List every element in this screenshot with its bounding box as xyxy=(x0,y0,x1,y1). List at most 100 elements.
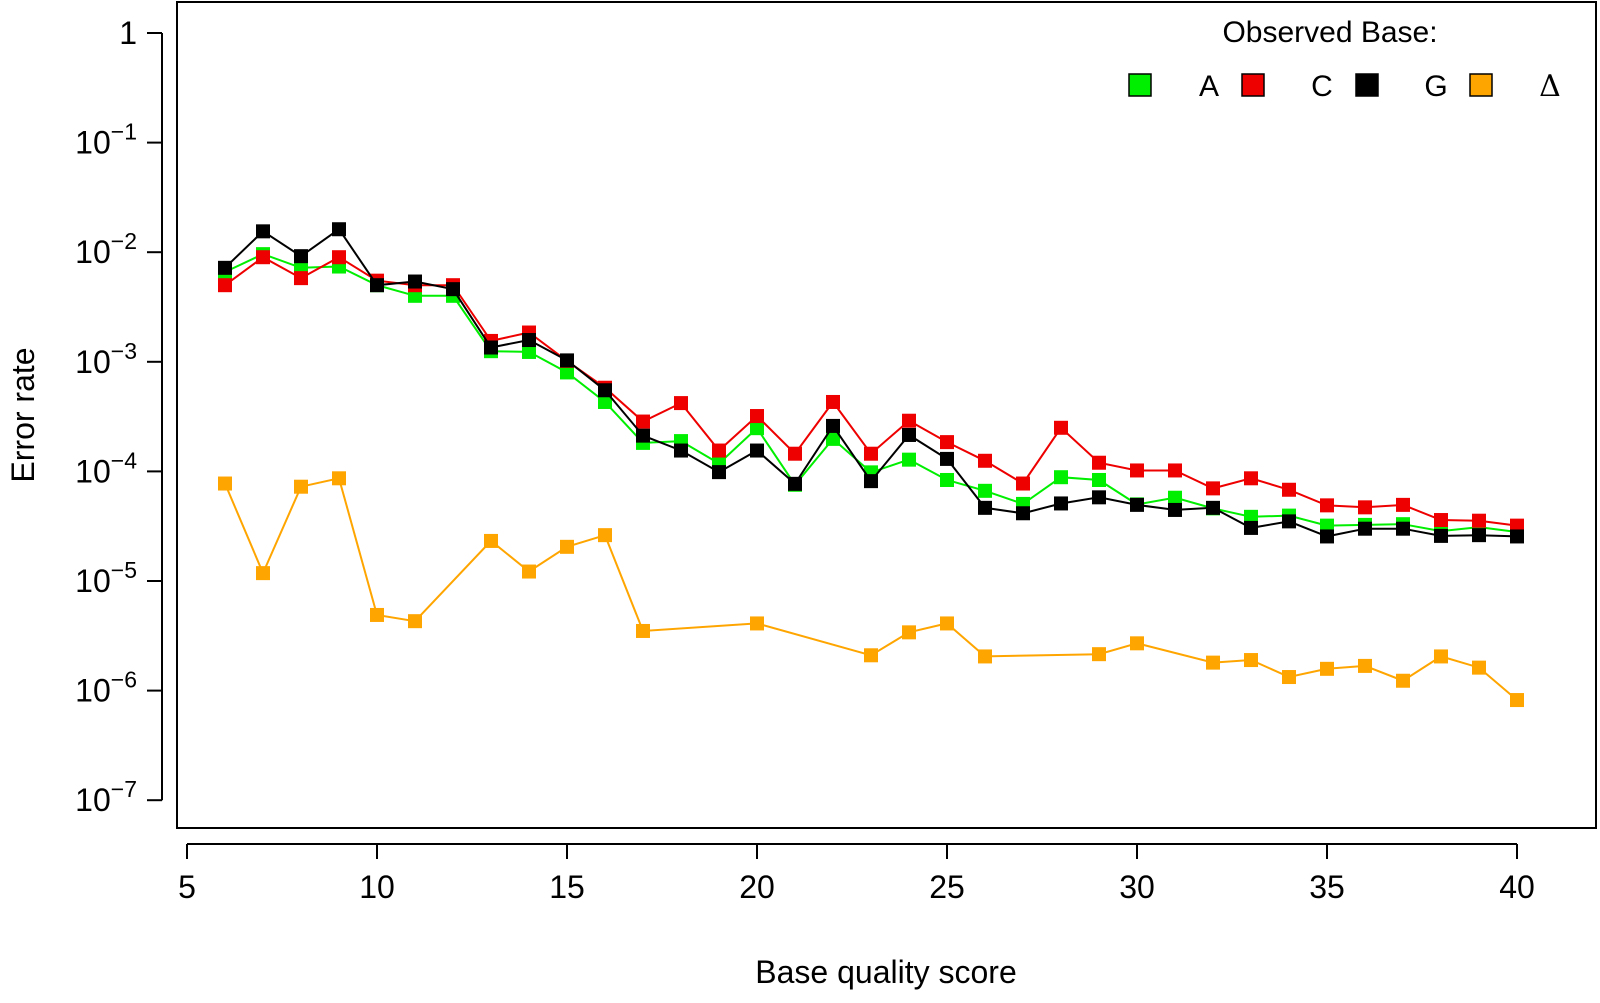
data-point xyxy=(902,427,916,442)
data-point xyxy=(1510,529,1524,544)
x-tick-label: 30 xyxy=(1119,869,1155,905)
data-point xyxy=(864,446,878,461)
data-point xyxy=(1054,496,1068,511)
data-point xyxy=(826,431,840,446)
data-point xyxy=(1092,647,1106,662)
x-tick-label: 20 xyxy=(739,869,775,905)
data-point xyxy=(1130,497,1144,512)
data-point xyxy=(1092,455,1106,470)
data-point xyxy=(1472,660,1486,675)
y-tick-label: 1 xyxy=(119,15,137,51)
legend-swatch xyxy=(1469,73,1493,97)
data-point xyxy=(636,414,650,429)
data-point xyxy=(674,443,688,458)
series-G xyxy=(218,222,1524,544)
y-axis-title: Error rate xyxy=(5,347,41,482)
data-point xyxy=(408,274,422,289)
data-point xyxy=(1206,481,1220,496)
legend-label: A xyxy=(1199,70,1219,103)
legend-label: G xyxy=(1424,70,1447,103)
data-point xyxy=(1130,463,1144,478)
data-point xyxy=(332,222,346,237)
legend-swatch xyxy=(1128,73,1152,97)
data-point xyxy=(750,443,764,458)
data-point xyxy=(978,453,992,468)
data-point xyxy=(1282,482,1296,497)
data-point xyxy=(1472,528,1486,543)
data-point xyxy=(750,421,764,436)
data-point xyxy=(1472,513,1486,528)
data-point xyxy=(1168,490,1182,505)
data-point xyxy=(712,465,726,480)
data-point xyxy=(826,418,840,433)
x-tick-label: 25 xyxy=(929,869,965,905)
data-point xyxy=(1358,521,1372,536)
data-point xyxy=(1206,655,1220,670)
data-point xyxy=(1016,506,1030,521)
data-point xyxy=(1244,520,1258,535)
data-point xyxy=(370,278,384,293)
data-point xyxy=(256,224,270,239)
data-point xyxy=(864,648,878,663)
data-point xyxy=(218,278,232,293)
data-point xyxy=(522,564,536,579)
data-point xyxy=(484,340,498,355)
legend-label: Δ xyxy=(1539,69,1561,104)
y-tick-label: 10−2 xyxy=(75,228,137,270)
data-point xyxy=(446,282,460,297)
data-point xyxy=(332,471,346,486)
data-point xyxy=(940,472,954,487)
data-point xyxy=(1434,528,1448,543)
data-point xyxy=(1510,693,1524,708)
y-tick-label: 10−5 xyxy=(75,557,137,599)
data-point xyxy=(1054,420,1068,435)
data-point xyxy=(1396,673,1410,688)
data-point xyxy=(978,649,992,664)
data-point xyxy=(1168,502,1182,517)
data-point xyxy=(1244,653,1258,668)
data-point xyxy=(788,446,802,461)
data-point xyxy=(294,249,308,264)
x-tick-label: 15 xyxy=(549,869,585,905)
y-tick-label: 10−1 xyxy=(75,119,137,161)
series-layer xyxy=(218,222,1524,708)
data-point xyxy=(256,250,270,265)
data-point xyxy=(1320,529,1334,544)
data-point xyxy=(1206,500,1220,515)
data-point xyxy=(332,250,346,265)
x-tick-label: 10 xyxy=(359,869,395,905)
data-point xyxy=(1282,670,1296,685)
x-tick-label: 35 xyxy=(1309,869,1345,905)
data-point xyxy=(1130,636,1144,651)
y-tick-label: 10−7 xyxy=(75,776,137,818)
data-point xyxy=(940,451,954,466)
data-point xyxy=(1168,463,1182,478)
data-point xyxy=(218,476,232,491)
data-point xyxy=(788,476,802,491)
data-point xyxy=(560,539,574,554)
data-point xyxy=(1434,649,1448,664)
data-point xyxy=(598,394,612,409)
data-point xyxy=(560,353,574,368)
data-point xyxy=(902,452,916,467)
series-deletion xyxy=(218,471,1524,708)
y-tick-label: 10−4 xyxy=(75,447,137,489)
data-point xyxy=(674,396,688,411)
data-point xyxy=(750,616,764,631)
data-point xyxy=(1434,513,1448,528)
data-point xyxy=(636,623,650,638)
data-point xyxy=(1054,470,1068,485)
data-point xyxy=(1320,661,1334,676)
data-point xyxy=(940,435,954,450)
x-tick-label: 40 xyxy=(1499,869,1535,905)
data-point xyxy=(256,566,270,581)
data-point xyxy=(750,409,764,424)
data-point xyxy=(1244,471,1258,486)
data-point xyxy=(1320,498,1334,513)
data-point xyxy=(1320,518,1334,533)
data-point xyxy=(294,479,308,494)
data-point xyxy=(598,528,612,543)
data-point xyxy=(598,383,612,398)
data-point xyxy=(408,288,422,303)
data-point xyxy=(940,616,954,631)
